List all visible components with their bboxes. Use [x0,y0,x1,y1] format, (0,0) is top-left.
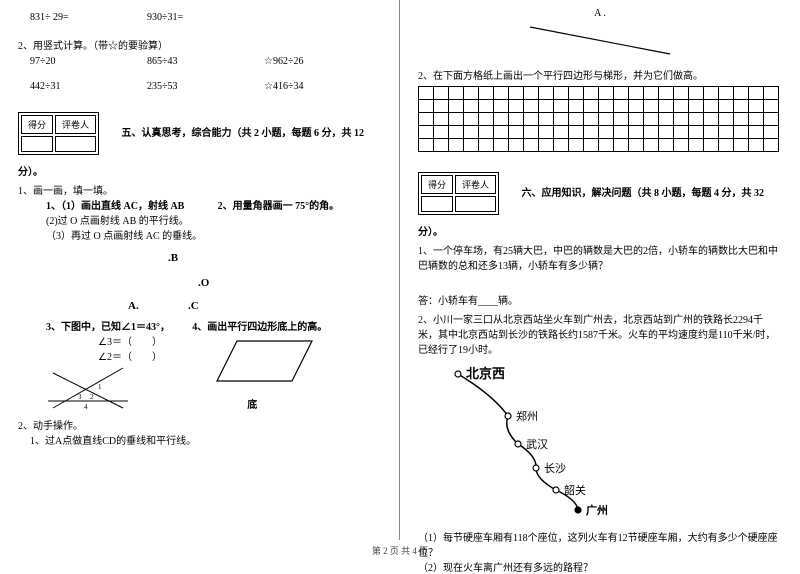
angle-4: 4 [84,403,88,411]
svg-text:韶关: 韶关 [564,483,586,497]
s5-q1-3: （3）再过 O 点画射线 AC 的垂线。 [46,227,218,242]
svg-text:武汉: 武汉 [526,438,548,451]
score-box-left: 得分 评卷人 [18,112,99,155]
score-label-a2: 得分 [421,175,453,194]
score-label-b2: 评卷人 [455,175,496,194]
s5-q1: 1、画一画，填一填。 [18,182,381,197]
section-6-header: 得分 评卷人 六、应用知识，解决问题（共 8 小题，每题 4 分，共 32 [418,172,782,215]
dot-C: .C [188,300,199,312]
score-label-b: 评卷人 [55,115,96,134]
label-A: A . [418,8,782,19]
dot-diagram: .B .O A. .C [18,252,381,312]
score-label-a: 得分 [21,115,53,134]
angle-diagram: 1 2 3 4 [48,363,128,413]
s5-q3: 3、下图中，已知∠1＝43°， [46,318,192,333]
svg-text:广州: 广州 [586,503,608,517]
angle-2: 2 [90,393,94,401]
s6-q2: 2、小川一家三口从北京西站坐火车到广州去，北京西站到广州的铁路长2294千米，其… [418,311,782,356]
calc-2b: 865÷43 [147,56,264,67]
s5-q4-label: 底 [247,396,381,411]
calc-3c: ☆416÷34 [264,81,381,92]
calc-row-3: 442÷31 235÷53 ☆416÷34 [30,81,381,92]
dot-A: A. [128,300,139,312]
r-q2: 2、在下面方格纸上画出一个平行四边形与梯形，并为它们做高。 [418,67,782,82]
calc-row-2: 97÷20 865÷43 ☆962÷26 [30,56,381,67]
s5-q1-1: 1、（1）画出直线 AC，射线 AB [46,197,218,212]
left-column: 831÷ 29= 930÷31= 2、用竖式计算。（带☆的要验算） 97÷20 … [0,0,400,540]
right-column: A . 2、在下面方格纸上画出一个平行四边形与梯形，并为它们做高。 得分 评卷人… [400,0,800,540]
q3-q4-row: 3、下图中，已知∠1＝43°， ∠3＝（ ） ∠2＝（ ） 1 2 3 4 4、… [18,318,381,413]
line-diagram [520,19,680,59]
calc-2c: ☆962÷26 [264,56,381,67]
section-6-title: 六、应用知识，解决问题（共 8 小题，每题 4 分，共 32 [522,188,765,199]
s6-q1-ans: 答：小轿车有____辆。 [418,292,782,307]
dot-B: .B [168,252,178,264]
section-5-header: 得分 评卷人 五、认真思考，综合能力（共 2 小题，每题 6 分，共 12 [18,112,381,155]
route-map: 北京西郑州武汉长沙韶关广州 [418,356,648,526]
angle-3: 3 [78,393,82,401]
angle-1: 1 [98,383,102,391]
section-6-end: 分）。 [418,223,782,238]
s6-q2-1: （1）每节硬座车厢有118个座位，这列火车有12节硬座车厢，大约有多少个硬座座位… [418,529,782,559]
svg-text:郑州: 郑州 [516,409,538,423]
calc-3a: 442÷31 [30,81,147,92]
dot-O: .O [198,277,209,289]
calc-2a: 97÷20 [30,56,147,67]
section-5-end: 分）。 [18,163,381,178]
svg-text:北京西: 北京西 [466,366,505,381]
calc-3b: 235÷53 [147,81,264,92]
score-box-right: 得分 评卷人 [418,172,499,215]
s6-q1: 1、一个停车场，有25辆大巴，中巴的辆数是大巴的2倍，小轿车的辆数比大巴和中巴辆… [418,242,782,272]
calc-1a: 831÷ 29= [30,12,147,23]
q2-title: 2、用竖式计算。（带☆的要验算） [18,37,381,52]
s6-q2-2: （2）现在火车离广州还有多远的路程？ [418,559,782,574]
grid-paper [418,86,779,152]
s5-q2: 2、用量角器画一 75°的角。 [218,197,381,212]
s5-q5: 2、动手操作。 [18,417,381,432]
s5-q4: 4、画出平行四边形底上的高。 [192,318,381,333]
s5-q3-b: ∠2＝（ ） [98,348,192,363]
svg-text:长沙: 长沙 [544,462,566,475]
parallelogram-diagram [212,333,322,393]
calc-1b: 930÷31= [147,12,264,23]
s5-q1-2: (2)过 O 点画射线 AB 的平行线。 [46,212,218,227]
calc-row-1: 831÷ 29= 930÷31= [30,12,381,23]
s5-q3-a: ∠3＝（ ） [98,333,192,348]
s5-q5-1: 1、过A点做直线CD的垂线和平行线。 [30,432,381,447]
section-5-title: 五、认真思考，综合能力（共 2 小题，每题 6 分，共 12 [122,128,365,139]
